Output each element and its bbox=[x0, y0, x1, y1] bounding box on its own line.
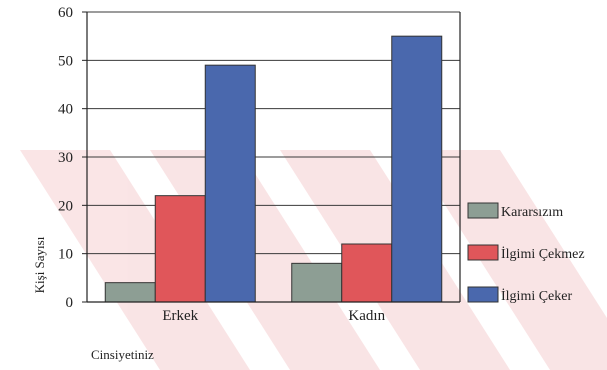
legend-label: İlgimi Çekmez bbox=[501, 246, 585, 262]
x-axis-title: Cinsiyetiniz bbox=[91, 347, 154, 362]
y-tick-labels: 0 10 20 30 40 50 60 bbox=[58, 5, 73, 311]
bar bbox=[291, 262, 343, 303]
x-category-label: Kadın bbox=[348, 308, 385, 324]
legend-swatch bbox=[467, 286, 499, 303]
legend-swatch bbox=[467, 244, 499, 261]
category-labels: Erkek Kadın bbox=[162, 308, 385, 324]
y-tick-label: 40 bbox=[58, 102, 73, 118]
x-category-label: Erkek bbox=[162, 308, 198, 324]
axes bbox=[82, 11, 461, 303]
legend-label: Kararsızım bbox=[501, 205, 563, 220]
y-axis-title: Kişi Sayısı bbox=[32, 236, 47, 293]
y-tick-label: 50 bbox=[58, 53, 73, 69]
bar bbox=[391, 35, 443, 303]
y-tick-label: 20 bbox=[58, 198, 73, 214]
legend-label: İlgimi Çeker bbox=[501, 288, 572, 304]
legend: Kararsızım İlgimi Çekmez İlgimi Çeker bbox=[467, 202, 585, 304]
bar bbox=[204, 64, 256, 303]
y-tick-label: 0 bbox=[66, 295, 74, 311]
y-tick-label: 10 bbox=[58, 247, 73, 263]
y-tick-label: 30 bbox=[58, 150, 73, 166]
bar bbox=[154, 195, 206, 303]
bars bbox=[104, 35, 443, 303]
legend-swatch bbox=[467, 202, 499, 219]
y-tick-label: 60 bbox=[58, 5, 73, 21]
bar bbox=[104, 282, 156, 303]
bar bbox=[341, 243, 393, 303]
